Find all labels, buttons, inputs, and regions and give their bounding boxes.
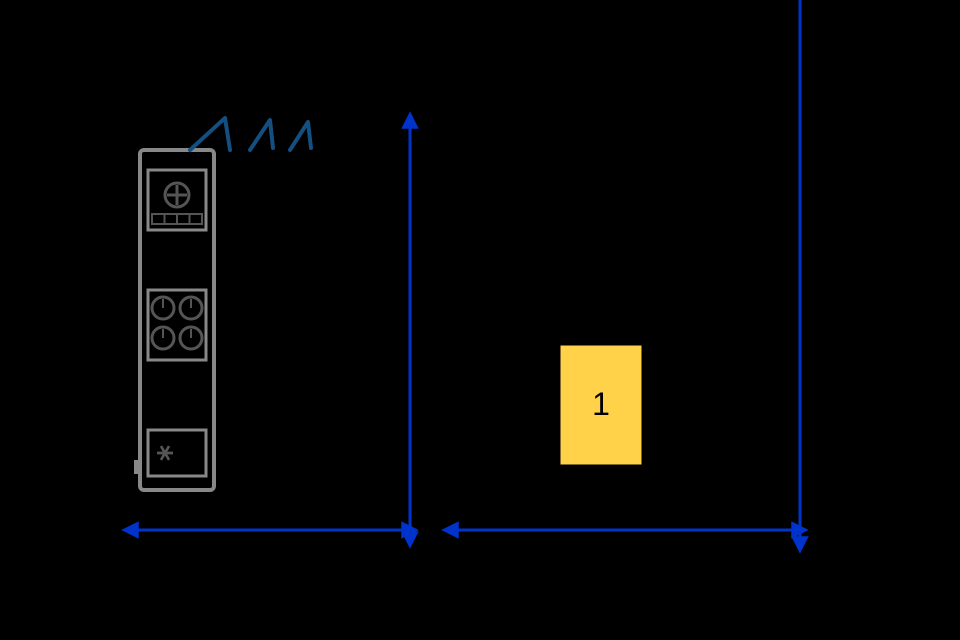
callout-label: 1 xyxy=(592,386,610,422)
